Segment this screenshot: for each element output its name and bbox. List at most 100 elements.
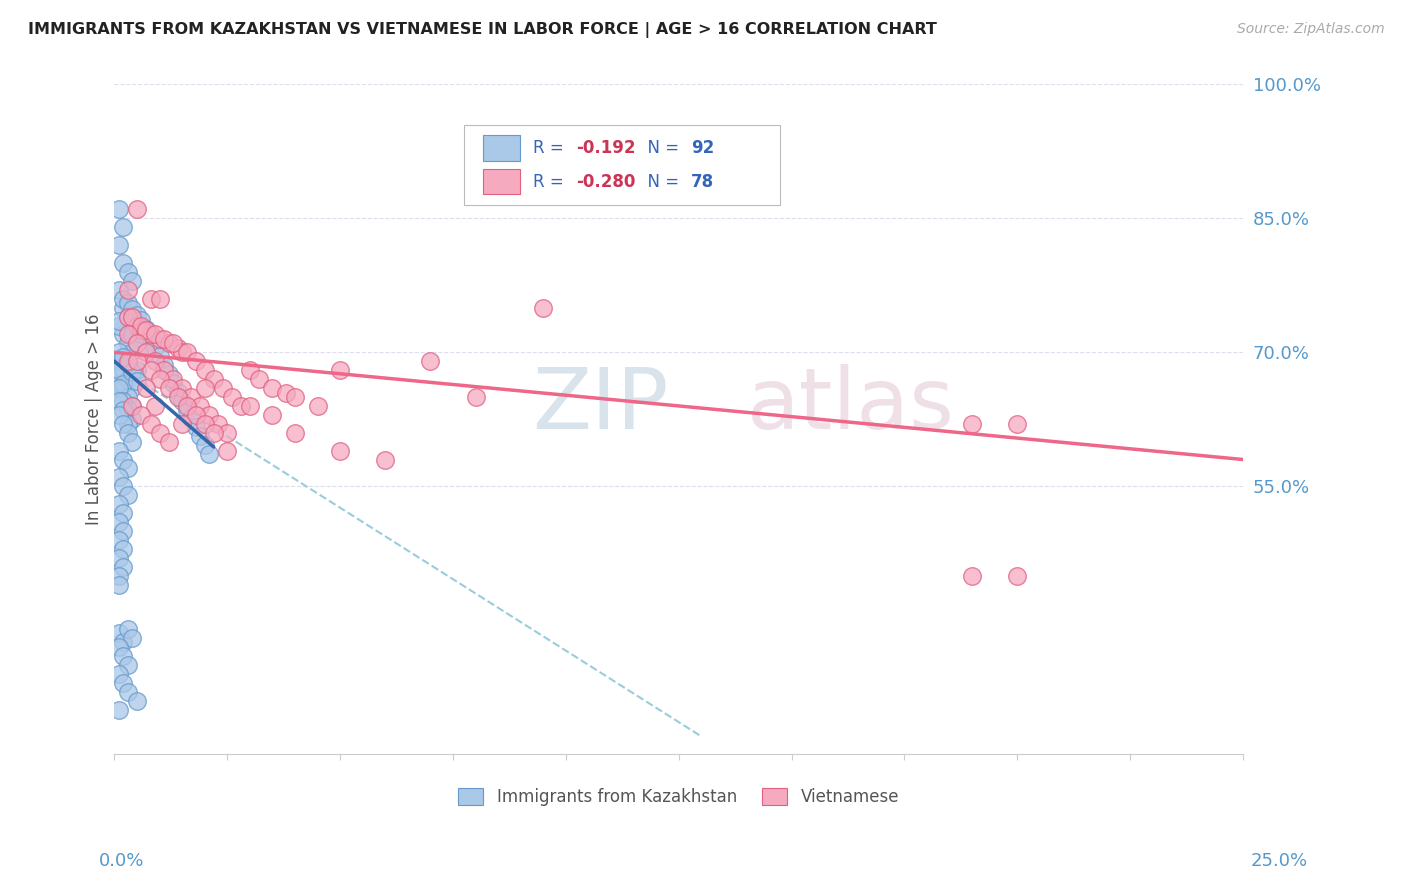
Text: ZIP: ZIP (531, 365, 668, 448)
Point (176, 399, 198, 413)
Point (262, 381, 284, 395)
Point (108, 354, 131, 368)
Point (108, 443, 131, 458)
Point (162, 336, 184, 351)
Point (1007, 417, 1029, 431)
Point (162, 372, 184, 386)
Point (112, 506, 135, 520)
Point (112, 301, 135, 315)
Point (108, 363, 131, 377)
Point (247, 372, 270, 386)
Point (108, 318, 131, 333)
Text: N =: N = (637, 139, 685, 157)
Point (112, 292, 135, 306)
Text: -0.192: -0.192 (576, 139, 636, 157)
Point (211, 381, 233, 395)
Point (117, 283, 139, 297)
Point (135, 381, 157, 395)
Point (108, 408, 131, 422)
Point (112, 394, 135, 409)
Point (188, 399, 211, 413)
Point (153, 363, 176, 377)
Point (108, 625, 131, 640)
Point (274, 385, 297, 400)
Point (148, 349, 170, 363)
Point (139, 292, 162, 306)
Text: 25.0%: 25.0% (1250, 852, 1308, 870)
Y-axis label: In Labor Force | Age > 16: In Labor Force | Age > 16 (86, 314, 103, 525)
Point (148, 425, 170, 440)
Point (117, 327, 139, 342)
Point (121, 327, 143, 342)
FancyBboxPatch shape (484, 136, 520, 161)
FancyBboxPatch shape (464, 125, 780, 205)
Point (172, 393, 194, 408)
Point (329, 443, 352, 458)
Point (112, 376, 135, 391)
Point (112, 648, 135, 663)
Point (121, 399, 143, 413)
Point (131, 318, 153, 333)
Point (117, 336, 139, 351)
Point (117, 390, 139, 404)
Point (194, 417, 217, 431)
Point (117, 265, 139, 279)
Point (117, 425, 139, 440)
Point (108, 533, 131, 547)
Point (221, 390, 243, 404)
Point (108, 497, 131, 511)
Point (131, 313, 153, 327)
Point (131, 323, 153, 337)
Point (117, 310, 139, 324)
Point (108, 376, 131, 391)
Point (198, 447, 221, 461)
Point (112, 256, 135, 270)
Point (112, 350, 135, 364)
Point (180, 411, 202, 425)
Point (184, 408, 207, 422)
Point (262, 408, 284, 422)
Point (188, 429, 211, 443)
Point (125, 202, 148, 217)
Text: 0.0%: 0.0% (98, 852, 143, 870)
Point (125, 693, 148, 707)
Point (139, 417, 162, 431)
Point (176, 402, 198, 417)
Point (139, 327, 162, 342)
Point (121, 310, 143, 324)
Point (148, 332, 170, 346)
Point (117, 417, 139, 431)
Point (117, 356, 139, 370)
Point (117, 684, 139, 698)
Point (135, 345, 157, 359)
Point (157, 381, 180, 395)
Point (125, 354, 148, 368)
Point (117, 488, 139, 502)
Point (121, 434, 143, 449)
Point (180, 390, 202, 404)
Point (125, 336, 148, 351)
Point (131, 327, 153, 342)
Point (112, 479, 135, 493)
Point (117, 296, 139, 310)
Text: IMMIGRANTS FROM KAZAKHSTAN VS VIETNAMESE IN LABOR FORCE | AGE > 16 CORRELATION C: IMMIGRANTS FROM KAZAKHSTAN VS VIETNAMESE… (28, 22, 936, 38)
Point (121, 399, 143, 413)
Point (125, 374, 148, 388)
Point (157, 367, 180, 381)
Point (125, 363, 148, 377)
Point (108, 202, 131, 217)
Point (184, 420, 207, 434)
Point (121, 412, 143, 426)
FancyBboxPatch shape (484, 169, 520, 194)
Point (108, 283, 131, 297)
Point (135, 323, 157, 337)
Point (121, 345, 143, 359)
Point (143, 354, 166, 368)
Point (131, 408, 153, 422)
Point (112, 403, 135, 417)
Point (217, 443, 239, 458)
Text: 78: 78 (692, 172, 714, 191)
Point (374, 452, 396, 467)
Point (329, 363, 352, 377)
Point (108, 345, 131, 359)
